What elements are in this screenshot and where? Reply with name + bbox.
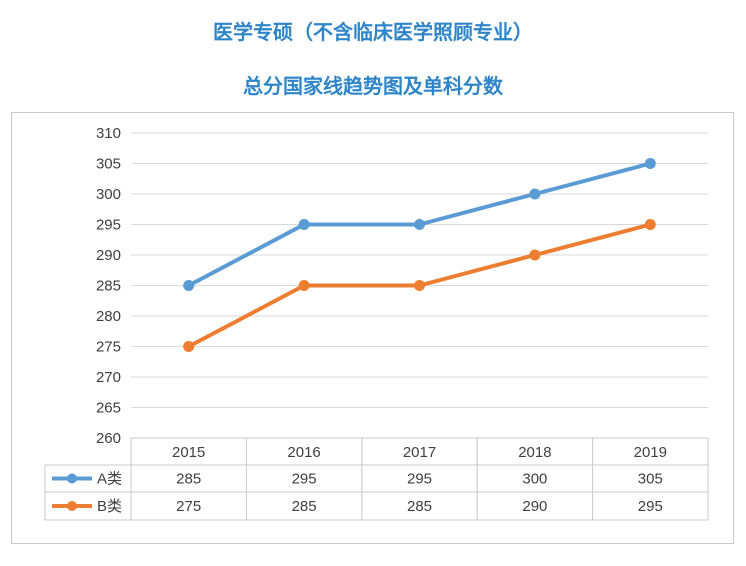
data-point: [298, 280, 310, 291]
data-point: [644, 219, 656, 230]
data-point: [414, 219, 425, 230]
y-tick-label: 310: [96, 125, 121, 142]
chart-title: 医学专硕（不含临床医学照顾专业）: [213, 20, 533, 44]
y-tick-label: 290: [96, 247, 121, 264]
table-cell: 275: [176, 498, 201, 515]
table-cell: 295: [638, 498, 663, 515]
y-tick-label: 265: [96, 400, 121, 417]
table-cell: 285: [176, 471, 201, 488]
y-tick-label: 295: [96, 217, 121, 234]
x-tick-label: 2015: [172, 444, 205, 461]
table-cell: 305: [638, 471, 663, 488]
table-cell: 290: [522, 498, 547, 515]
legend-marker: [67, 473, 77, 484]
series-lines: [183, 158, 656, 352]
data-point: [183, 341, 195, 352]
y-tick-label: 275: [96, 339, 121, 356]
legend-marker: [67, 501, 77, 511]
table-cell: 295: [292, 471, 317, 488]
legend-label: B类: [97, 498, 122, 515]
y-tick-label: 270: [96, 369, 121, 386]
legend-label: A类: [97, 471, 122, 488]
y-tick-label: 280: [96, 308, 121, 325]
chart-subtitle: 总分国家线趋势图及单科分数: [243, 74, 503, 98]
data-point: [414, 280, 425, 291]
table-cell: 295: [407, 471, 432, 488]
y-tick-label: 305: [96, 156, 121, 173]
data-table: 2015 2016 2017 2018 2019 A类 285 295 295 300 305 B类 2…: [44, 437, 709, 521]
y-axis: 260 265 270 275 280 285 290 295 300 305 310: [96, 125, 121, 447]
data-point: [529, 249, 541, 261]
data-point: [529, 188, 541, 200]
x-tick-label: 2019: [634, 444, 667, 461]
data-point: [298, 219, 310, 230]
chart-frame: [11, 112, 734, 544]
x-tick-label: 2017: [403, 444, 436, 461]
y-tick-label: 260: [96, 430, 121, 447]
data-point: [183, 280, 195, 291]
data-point: [644, 158, 656, 169]
y-tick-label: 285: [96, 278, 121, 295]
table-cell: 285: [407, 498, 432, 515]
x-tick-label: 2018: [518, 444, 551, 461]
y-tick-label: 300: [96, 186, 121, 203]
table-cell: 300: [522, 471, 547, 488]
table-cell: 285: [292, 498, 317, 515]
x-tick-label: 2016: [287, 444, 320, 461]
